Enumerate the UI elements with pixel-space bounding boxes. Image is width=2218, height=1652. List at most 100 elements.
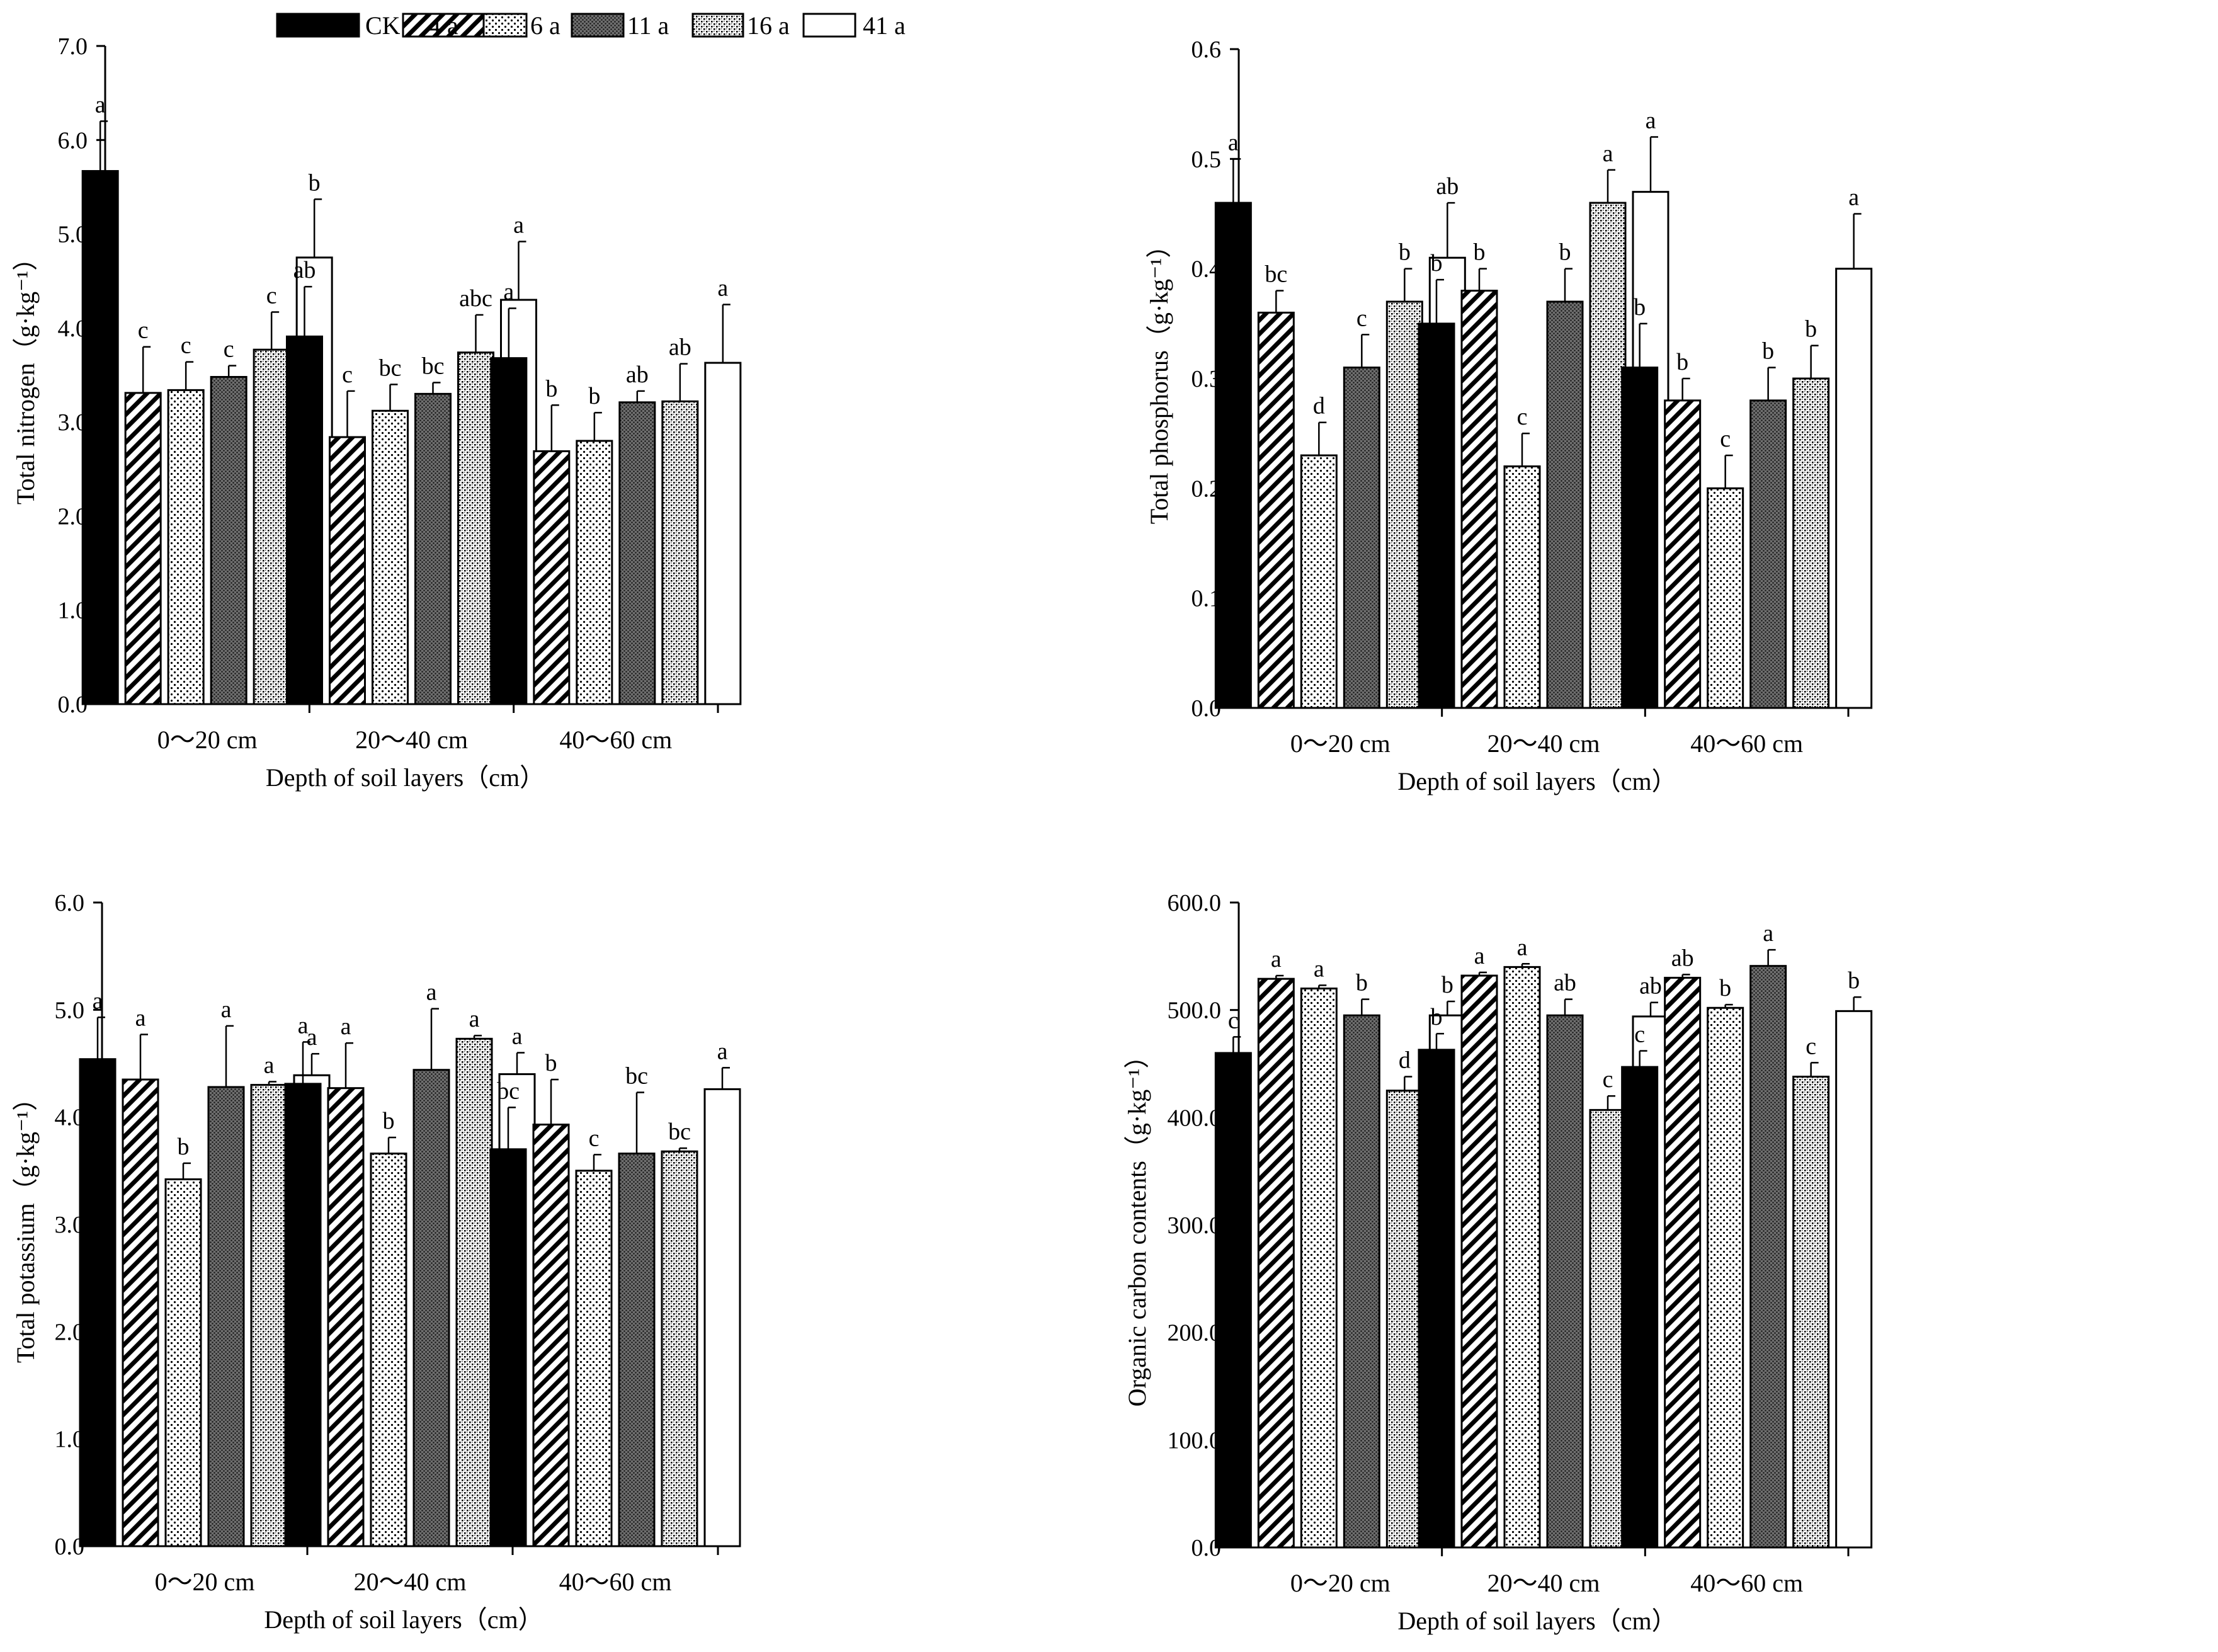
bar-11a-3: [1749, 399, 1787, 709]
significance-letter: c: [224, 336, 234, 363]
bar-16a-3: [1792, 377, 1830, 709]
significance-letter: b: [1442, 972, 1453, 998]
significance-letter: c: [138, 317, 149, 344]
significance-letter: b: [1805, 316, 1817, 343]
y-tick-label: 7.0: [58, 33, 88, 60]
x-axis-label: Depth of soil layers（cm）: [266, 763, 545, 792]
bar-16a-2: [1589, 202, 1627, 709]
bar-11a-1: [1343, 1014, 1380, 1549]
significance-letter: c: [1356, 305, 1367, 331]
significance-letter: c: [1806, 1033, 1816, 1059]
significance-letter: bc: [497, 1078, 520, 1104]
significance-letter: b: [1559, 239, 1571, 266]
significance-letter: abc: [459, 285, 492, 312]
significance-letter: b: [383, 1108, 395, 1134]
bar-11a-3: [1749, 965, 1787, 1549]
bar-6a-1: [1300, 988, 1338, 1549]
significance-letter: b: [1634, 294, 1646, 321]
significance-letter: c: [266, 282, 277, 309]
y-tick-label: 600.0: [1168, 890, 1222, 916]
bar-41a-3: [704, 362, 742, 705]
x-tick-label: 40～60 cm: [559, 726, 672, 754]
bar-16a-1: [253, 348, 290, 705]
significance-letter: a: [307, 1024, 317, 1051]
bar-ck-2: [284, 1083, 322, 1547]
bar-4a-3: [533, 450, 571, 705]
legend-label-41a: 41 a: [863, 11, 906, 40]
significance-letter: a: [95, 91, 106, 118]
chart-total-phosphorus: 0.00.10.20.30.40.50.60～20 cmabcdcbab20～4…: [1145, 37, 1873, 795]
x-tick-label: 20～40 cm: [1487, 729, 1600, 758]
bar-ck-1: [1214, 1052, 1252, 1549]
significance-letter: b: [545, 375, 557, 402]
bar-16a-2: [1589, 1108, 1627, 1549]
x-tick-label: 20～40 cm: [355, 726, 468, 754]
significance-letter: a: [1228, 129, 1239, 156]
significance-letter: bc: [668, 1119, 691, 1145]
significance-letter: ab: [1436, 173, 1459, 200]
y-tick-label: 0.5: [1191, 146, 1222, 173]
bar-ck-3: [489, 1148, 527, 1547]
significance-letter: b: [1431, 1004, 1443, 1030]
significance-letter: b: [1719, 975, 1731, 1001]
significance-letter: a: [1474, 943, 1485, 969]
y-tick-label: 6.0: [55, 890, 85, 916]
y-axis-label: Total potassium（g·kg⁻¹）: [11, 1086, 40, 1363]
bar-6a-1: [167, 389, 205, 705]
legend-label-11a: 11 a: [627, 11, 669, 40]
bar-6a-2: [1503, 465, 1541, 709]
significance-letter: b: [588, 383, 600, 409]
significance-letter: a: [717, 275, 728, 302]
bar-4a-2: [327, 1087, 365, 1547]
bar-6a-3: [1707, 1006, 1744, 1549]
significance-letter: b: [1356, 970, 1368, 996]
bar-6a-3: [576, 440, 613, 705]
significance-letter: b: [545, 1050, 557, 1076]
bar-11a-3: [618, 1153, 656, 1547]
x-tick-label: 40～60 cm: [1690, 729, 1803, 758]
bar-4a-1: [122, 1078, 159, 1547]
bar-4a-3: [1664, 976, 1702, 1549]
significance-letter: b: [1762, 338, 1774, 365]
significance-letter: ab: [1554, 970, 1576, 996]
significance-letter: bc: [1265, 261, 1287, 288]
bar-6a-1: [164, 1178, 202, 1547]
legend-swatch-ck: [276, 13, 360, 38]
bar-ck-3: [1621, 1066, 1659, 1549]
bar-4a-2: [1460, 290, 1498, 709]
bar-16a-3: [661, 400, 699, 705]
bar-11a-2: [1546, 300, 1584, 709]
significance-letter: a: [341, 1013, 351, 1040]
x-tick-label: 0～20 cm: [1290, 1569, 1391, 1597]
bar-4a-1: [1257, 977, 1295, 1549]
significance-letter: b: [1431, 250, 1443, 276]
x-tick-label: 0～20 cm: [157, 726, 258, 754]
y-tick-label: 300.0: [1168, 1212, 1222, 1239]
significance-letter: a: [93, 988, 103, 1014]
significance-letter: c: [1228, 1007, 1239, 1034]
significance-letter: bc: [625, 1062, 648, 1089]
bar-4a-2: [1460, 974, 1498, 1549]
bar-11a-2: [414, 392, 452, 705]
bar-ck-3: [1621, 367, 1659, 709]
significance-letter: c: [1517, 404, 1528, 430]
significance-letter: b: [178, 1134, 190, 1160]
significance-letter: a: [426, 979, 437, 1006]
bar-ck-3: [490, 357, 528, 705]
legend-swatch-6a: [482, 13, 528, 38]
bar-41a-3: [1835, 1010, 1873, 1549]
significance-letter: a: [221, 996, 232, 1023]
x-axis-label: Depth of soil layers（cm）: [264, 1605, 543, 1634]
significance-letter: ab: [669, 334, 691, 361]
y-tick-label: 0.6: [1191, 37, 1222, 63]
significance-letter: a: [298, 1012, 309, 1039]
significance-letter: b: [1848, 967, 1860, 994]
bar-ck-2: [1418, 322, 1455, 709]
bar-41a-3: [703, 1088, 741, 1547]
y-tick-label: 5.0: [55, 997, 85, 1023]
significance-letter: c: [1634, 1022, 1645, 1048]
y-tick-label: 100.0: [1168, 1427, 1222, 1454]
